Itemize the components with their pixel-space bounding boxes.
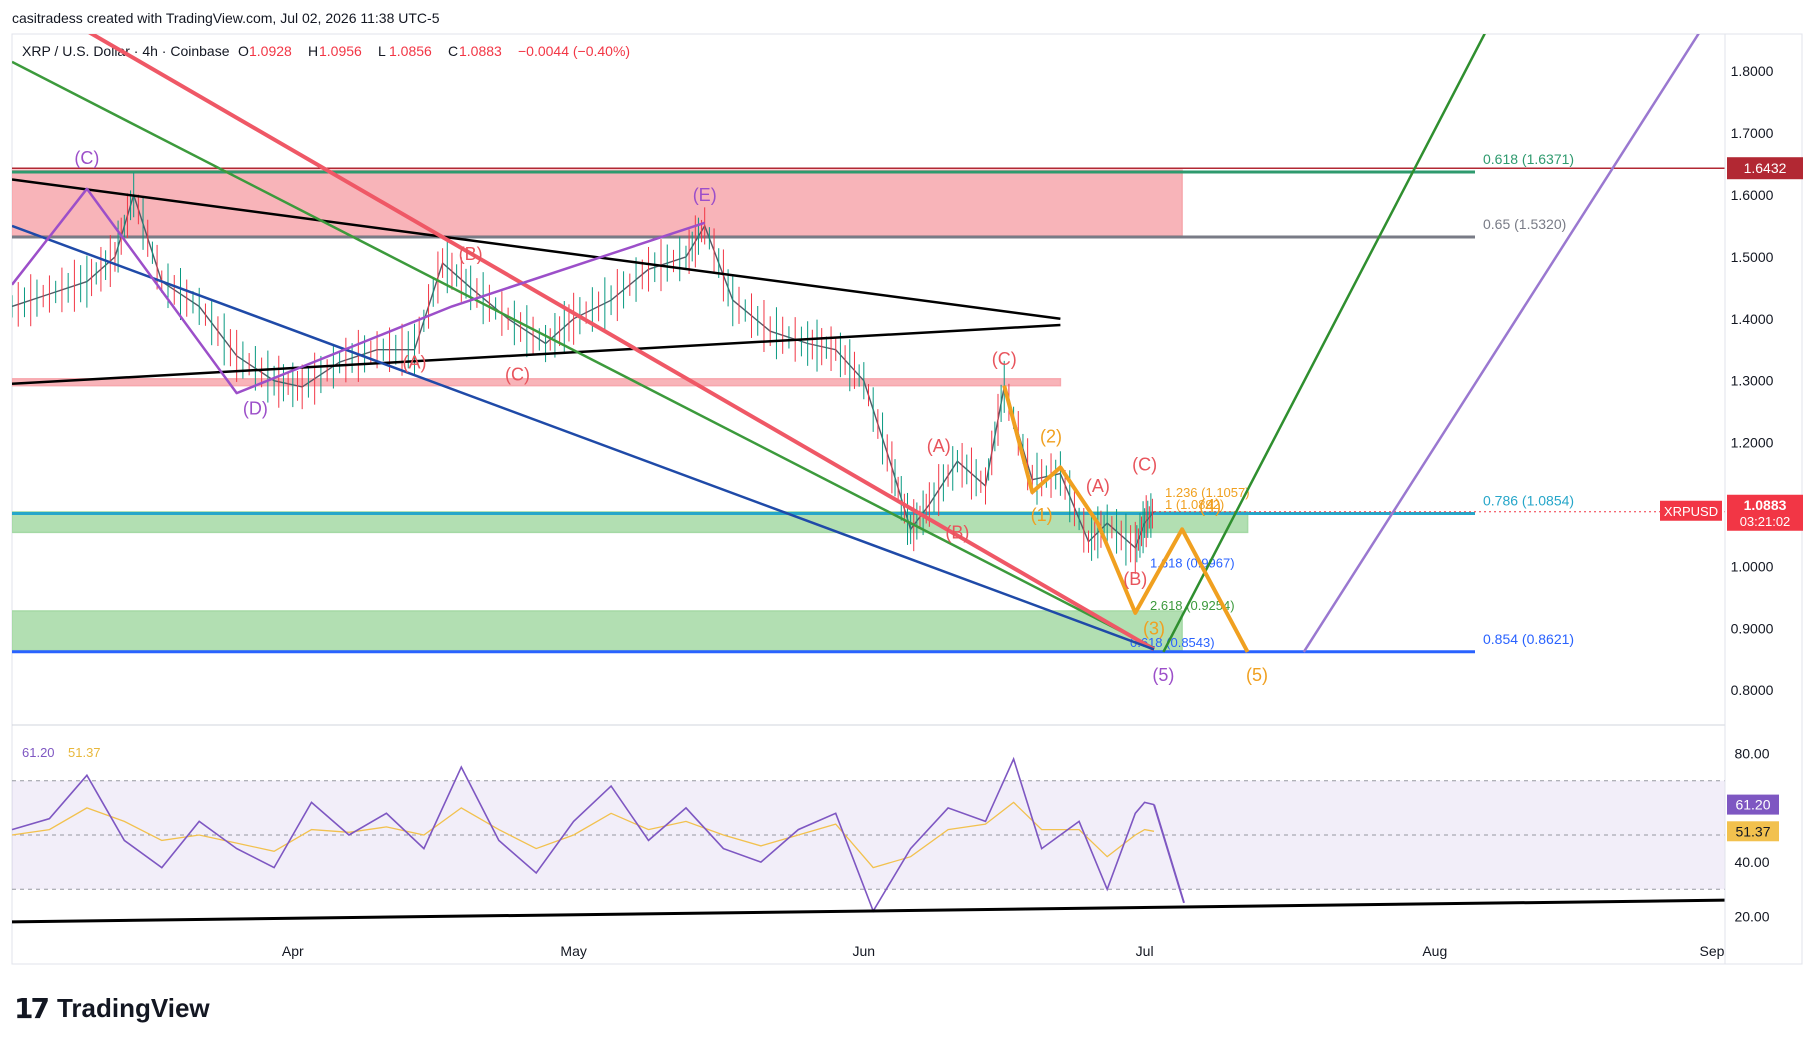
symbol-badge	[1660, 500, 1722, 521]
rsi-value-badge-text: 61.20	[1735, 797, 1770, 813]
wave-label: (A)	[403, 352, 427, 372]
supply-zone	[12, 169, 1183, 237]
wave-label: (4)	[1199, 496, 1221, 516]
tradingview-logo[interactable]: 17 TradingView	[14, 990, 210, 1026]
purple-triangle	[12, 187, 706, 395]
levels-layer: 0.618 (1.6371) 0.65 (1.5320) 0.786 (1.0854…	[12, 151, 1725, 654]
orange-projection	[1002, 385, 1250, 653]
zones-layer	[12, 169, 1249, 652]
wave-label: (D)	[243, 399, 268, 419]
tradingview-brand: TradingView	[56, 992, 210, 1023]
y-tick-label: 0.9000	[1731, 620, 1774, 636]
wave-label: (2)	[1040, 427, 1062, 447]
red-wedge	[88, 34, 1156, 652]
red-level-badge-text: 1.6432	[1744, 160, 1787, 176]
wave-label: (C)	[992, 349, 1017, 369]
rsi-pane: 61.20 51.37	[11, 724, 1726, 924]
x-tick-label: Jun	[853, 943, 876, 959]
y-tick-label: 1.5000	[1731, 249, 1774, 265]
wave-label: (A)	[927, 436, 951, 456]
green-wedge	[12, 60, 1155, 650]
support-zone-lower	[12, 610, 1183, 652]
ohlc-key-l: L	[378, 43, 386, 59]
support-zone-upper	[12, 511, 1249, 534]
symbol-badge-text: XRPUSD	[1664, 504, 1718, 519]
rsi-trendline	[11, 898, 1726, 924]
y-tick-label: 0.8000	[1731, 682, 1774, 698]
wave-label: (C)	[505, 365, 530, 385]
tradingview-logo-icon: 17	[14, 991, 50, 1025]
wave-labels-layer: (C) (E) (D) (B) (A) (C) (C) (A) (B) (2) (1) (A) (C) (…	[74, 148, 1268, 685]
wave-label: (C)	[1132, 454, 1157, 474]
fib-level-label: 0.65 (1.5320)	[1483, 216, 1566, 232]
extension-label: 1.618 (0.9967)	[1150, 556, 1235, 571]
ohlc-value-h: 1.0956	[319, 43, 362, 59]
current-price-text: 1.0883	[1744, 497, 1787, 513]
extension-label: 2.618 (0.9254)	[1150, 598, 1235, 613]
x-tick-label: Jul	[1136, 943, 1154, 959]
resistance-band	[12, 378, 1062, 387]
rsi-line	[11, 756, 1155, 913]
y-tick-label: 1.0000	[1731, 558, 1774, 574]
ohlc-key-o: O	[238, 43, 249, 59]
rsi-ma-badge	[1727, 821, 1779, 842]
black-lower	[12, 323, 1061, 386]
rsi-y-tick-label: 40.00	[1734, 854, 1769, 870]
y-tick-label: 1.2000	[1731, 435, 1774, 451]
wave-label: (C)	[74, 148, 99, 168]
ohlc-value-c: 1.0883	[459, 43, 502, 59]
rsi-y-tick-label: 80.00	[1734, 746, 1769, 762]
green-channel	[1162, 34, 1486, 653]
fib-level-label: 0.786 (1.0854)	[1483, 493, 1574, 509]
price-layer	[12, 172, 1725, 574]
red-level-badge	[1727, 157, 1803, 180]
x-tick-label: Apr	[282, 943, 304, 959]
black-upper	[12, 178, 1061, 321]
chart-credit: casitradess created with TradingView.com…	[12, 10, 440, 26]
trendlines-layer	[12, 34, 1700, 653]
rsi-projection	[1153, 804, 1185, 904]
symbol-label: XRP / U.S. Dollar · 4h · Coinbase	[22, 43, 230, 59]
rsi-y-tick-label: 20.00	[1734, 908, 1769, 924]
wave-label: (B)	[459, 244, 483, 264]
ohlc-key-c: C	[448, 43, 458, 59]
rsi-ma-label: 51.37	[68, 745, 101, 760]
rsi-value-badge	[1727, 794, 1779, 815]
fib-level-label: 0.618 (1.6371)	[1483, 151, 1574, 167]
extension-label: 1 (1.0892)	[1165, 497, 1224, 512]
y-tick-label: 1.6000	[1731, 187, 1774, 203]
x-tick-label: Sep	[1700, 943, 1725, 959]
fib-level-label: 0.854 (0.8621)	[1483, 631, 1574, 647]
wave-label: (5)	[1152, 665, 1174, 685]
wave-label: (3)	[1143, 619, 1165, 639]
change-label: −0.0044 (−0.40%)	[518, 43, 630, 59]
wave-label: (B)	[1123, 569, 1147, 589]
countdown-text: 03:21:02	[1740, 514, 1791, 529]
wave-label: (B)	[945, 523, 969, 543]
y-tick-label: 1.3000	[1731, 373, 1774, 389]
blue-wedge	[12, 224, 1155, 651]
x-tick-label: May	[560, 943, 586, 959]
y-tick-label: 1.4000	[1731, 311, 1774, 327]
y-tick-label: 1.8000	[1731, 63, 1774, 79]
axes-layer: 1.8000 1.7000 1.6000 1.5000 1.4000 1.3000 1.20…	[12, 34, 1803, 965]
purple-channel	[1302, 34, 1700, 653]
ohlc-value-l: 1.0856	[389, 43, 432, 59]
chart-header: XRP / U.S. Dollar · 4h · Coinbase O 1.0928…	[22, 43, 630, 59]
rsi-ma-badge-text: 51.37	[1735, 823, 1770, 839]
extension-label: 1.236 (1.1057)	[1165, 485, 1250, 500]
rsi-value-label: 61.20	[22, 745, 55, 760]
rsi-ma-line	[11, 801, 1155, 869]
ohlc-value-o: 1.0928	[249, 43, 292, 59]
wave-label: (5)	[1246, 665, 1268, 685]
ohlc-key-h: H	[308, 43, 318, 59]
y-tick-label: 1.7000	[1731, 125, 1774, 141]
wave-label: (A)	[1086, 476, 1110, 496]
x-tick-label: Aug	[1422, 943, 1447, 959]
wave-label: (E)	[693, 185, 717, 205]
wave-label: (1)	[1031, 505, 1053, 525]
current-price-badge	[1727, 494, 1803, 531]
